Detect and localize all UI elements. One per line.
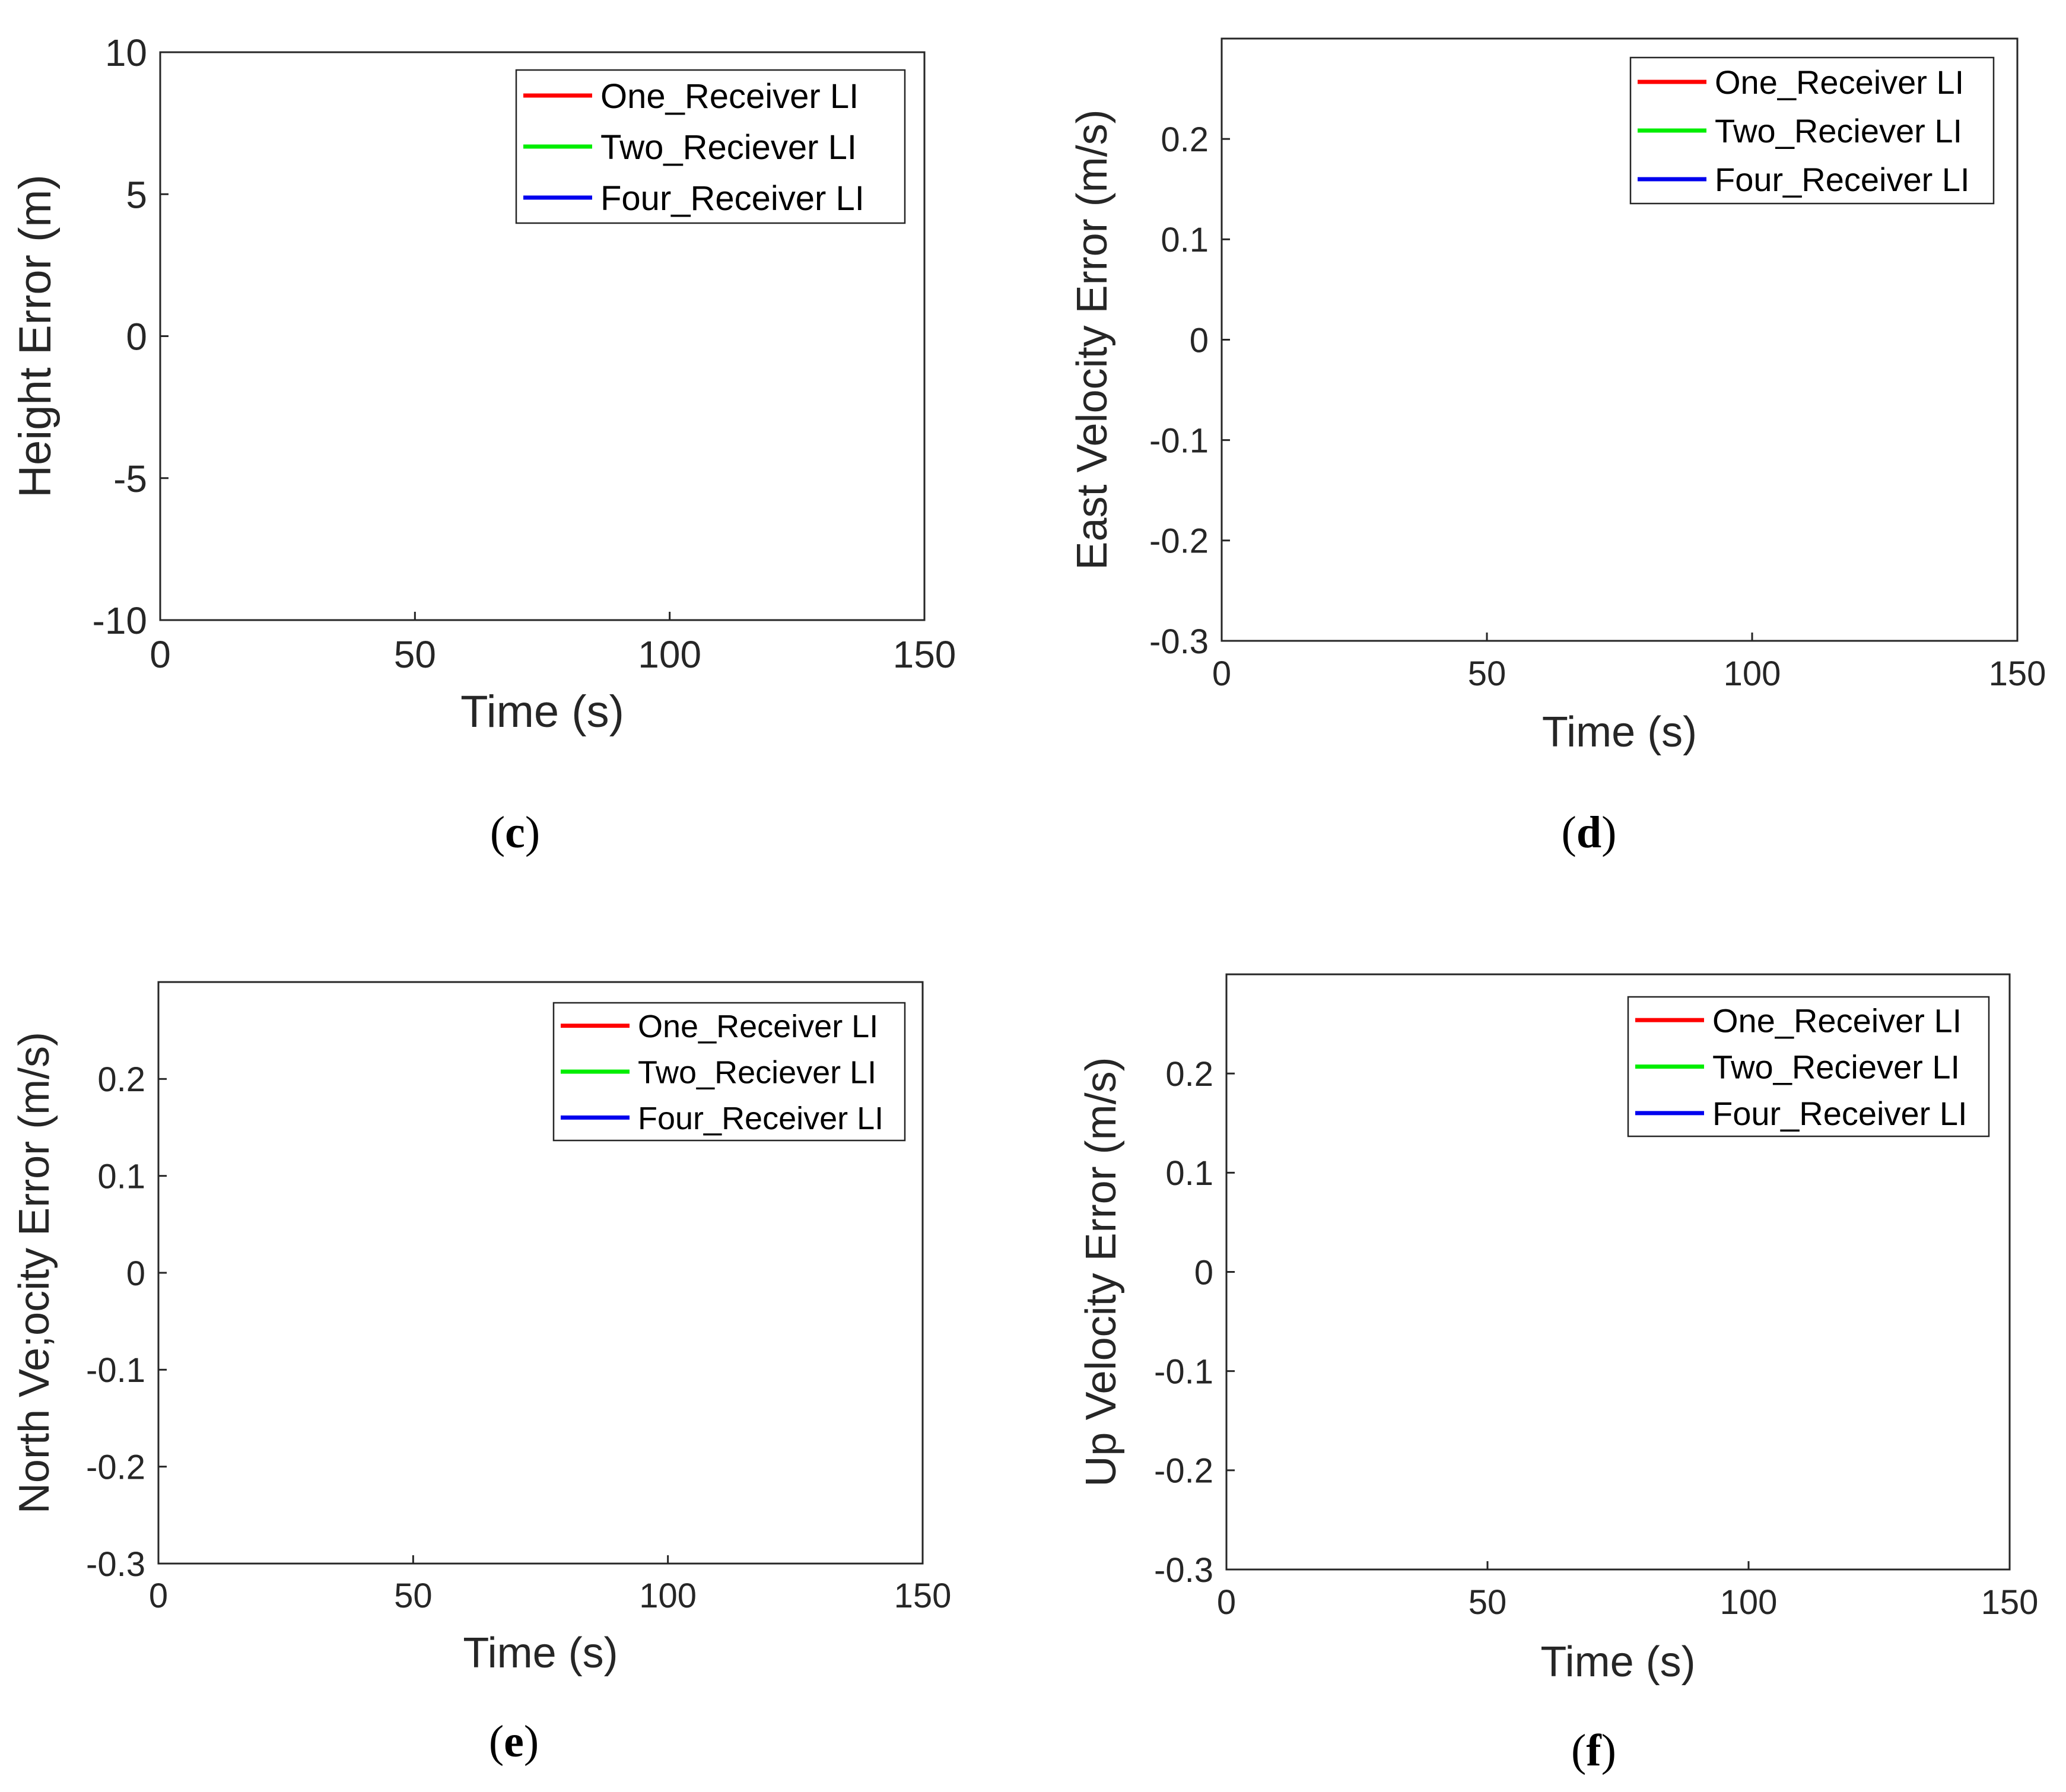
legend-entry-label: Two_Reciever LI xyxy=(1715,112,1962,150)
caption-c: (c) xyxy=(490,808,540,857)
legend: One_Receiver LI Two_Reciever LI Four_Recei… xyxy=(552,1002,906,1142)
x-axis-label: Time (s) xyxy=(1542,708,1697,756)
y-tick-label: -5 xyxy=(113,457,147,500)
x-tick-label: 0 xyxy=(1212,654,1231,693)
y-axis-label: Height Error (m) xyxy=(10,174,61,498)
y-tick-label: 0.2 xyxy=(97,1060,145,1099)
legend-entry-label: Two_Reciever LI xyxy=(600,128,857,167)
y-axis-label: Up Velocity Error (m/s) xyxy=(1078,1057,1125,1486)
legend-entry-label: Four_Receiver LI xyxy=(1712,1095,1968,1132)
y-tick-label: 0 xyxy=(1194,1253,1213,1292)
y-tick-label: 0 xyxy=(126,1254,145,1293)
x-tick-label: 100 xyxy=(638,633,701,676)
y-tick-label: 0.1 xyxy=(97,1158,145,1196)
legend-entry-label: One_Receiver LI xyxy=(638,1009,878,1044)
legend-entry-label: One_Receiver LI xyxy=(1712,1002,1962,1039)
x-tick-label: 150 xyxy=(893,633,956,676)
y-tick-label: 0.1 xyxy=(1165,1154,1213,1193)
y-tick-label: -0.3 xyxy=(86,1545,145,1584)
y-tick-label: -0.1 xyxy=(1154,1353,1213,1391)
caption-f: (f) xyxy=(1571,1726,1616,1775)
y-tick-label: 0.2 xyxy=(1161,120,1209,159)
x-tick-label: 150 xyxy=(1989,654,2046,693)
chart-panel-e: 0 50 100 150 -0.3 -0.2 -0.1 0 0.1 0.2 Time (s) Nort… xyxy=(11,981,952,1677)
legend-entry-label: Four_Receiver LI xyxy=(1715,161,1970,198)
y-tick-label: -0.2 xyxy=(1154,1452,1213,1491)
y-tick-label: 10 xyxy=(105,31,147,74)
x-tick-label: 0 xyxy=(1217,1583,1236,1622)
legend-entry-label: Four_Receiver LI xyxy=(638,1101,883,1136)
legend-entry-label: Two_Reciever LI xyxy=(638,1054,876,1090)
y-tick-label: -0.3 xyxy=(1149,622,1209,661)
x-tick-label: 150 xyxy=(1981,1583,2039,1622)
y-tick-label: -0.1 xyxy=(1149,422,1209,460)
y-tick-label: -0.2 xyxy=(86,1448,145,1487)
legend: One_Receiver LI Two_Reciever LI Four_Recei… xyxy=(515,69,906,224)
x-tick-label: 100 xyxy=(1720,1583,1778,1622)
x-tick-label: 50 xyxy=(1469,1583,1507,1622)
x-axis-label: Time (s) xyxy=(460,687,624,737)
y-tick-label: -0.1 xyxy=(86,1351,145,1390)
x-tick-label: 150 xyxy=(894,1577,952,1615)
chart-panel-d: 0 50 100 150 -0.3 -0.2 -0.1 0 0.1 0.2 Time (s) East… xyxy=(1069,37,2046,756)
y-tick-label: 0.1 xyxy=(1161,221,1209,259)
y-axis-label: East Velocity Error (m/s) xyxy=(1069,109,1116,570)
chart-panel-f: 0 50 100 150 -0.3 -0.2 -0.1 0 0.1 0.2 Time (s) Up V… xyxy=(1078,973,2039,1686)
x-tick-label: 100 xyxy=(1724,654,1781,693)
legend: One_Receiver LI Two_Reciever LI Four_Recei… xyxy=(1629,56,1995,205)
y-tick-label: -0.2 xyxy=(1149,522,1209,561)
x-tick-label: 0 xyxy=(150,633,171,676)
y-tick-label: 5 xyxy=(126,173,147,216)
y-axis-label: North Ve;ocity Error (m/s) xyxy=(11,1032,58,1514)
legend-entry-label: Four_Receiver LI xyxy=(600,179,864,218)
legend: One_Receiver LI Two_Reciever LI Four_Recei… xyxy=(1627,996,1990,1138)
x-tick-label: 100 xyxy=(639,1577,697,1615)
legend-entry-label: One_Receiver LI xyxy=(1715,63,1964,101)
x-tick-label: 50 xyxy=(394,1577,433,1615)
x-tick-label: 50 xyxy=(1468,654,1506,693)
chart-panel-c: 0 50 100 150 -10 -5 0 5 10 Time (s) Height Error (… xyxy=(10,31,956,737)
x-tick-label: 0 xyxy=(149,1577,168,1615)
y-tick-label: -0.3 xyxy=(1154,1551,1213,1590)
legend-entry-label: Two_Reciever LI xyxy=(1712,1048,1960,1086)
y-tick-label: 0 xyxy=(126,316,147,358)
caption-d: (d) xyxy=(1562,808,1617,857)
x-tick-label: 50 xyxy=(394,633,436,676)
legend-entry-label: One_Receiver LI xyxy=(600,77,859,116)
caption-e: (e) xyxy=(489,1717,539,1766)
y-tick-label: 0.2 xyxy=(1165,1055,1213,1094)
x-axis-label: Time (s) xyxy=(463,1629,618,1677)
y-tick-label: -10 xyxy=(93,599,148,642)
x-axis-label: Time (s) xyxy=(1540,1638,1695,1686)
y-tick-label: 0 xyxy=(1190,321,1209,360)
